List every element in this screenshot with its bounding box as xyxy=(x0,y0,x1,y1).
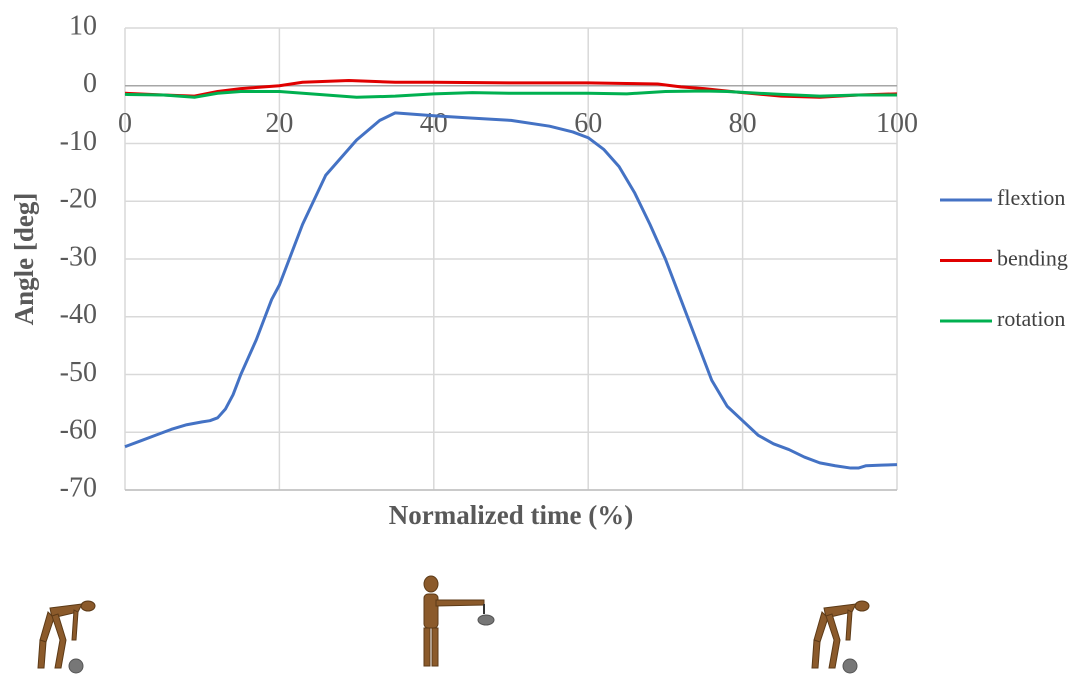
x-tick-label: 20 xyxy=(265,108,293,139)
legend-label: rotation xyxy=(997,306,1065,331)
y-axis-title: Angle [deg] xyxy=(9,193,39,326)
series-line xyxy=(124,89,897,99)
legend-label: bending xyxy=(997,246,1068,271)
x-axis-title: Normalized time (%) xyxy=(389,500,633,530)
y-tick-label: -60 xyxy=(60,415,97,446)
y-tick-label: -50 xyxy=(60,357,97,388)
series-line xyxy=(124,111,898,470)
x-tick-label: 40 xyxy=(420,108,448,139)
figure-crouch-left xyxy=(37,600,96,674)
figure-crouch-right xyxy=(811,600,870,674)
y-tick-label: -10 xyxy=(60,126,97,157)
y-tick-label: -30 xyxy=(60,241,97,272)
legend-label: flextion xyxy=(997,185,1065,210)
x-tick-label: 100 xyxy=(876,108,918,139)
y-tick-label: 10 xyxy=(69,10,97,41)
y-tick-label: 0 xyxy=(83,68,97,99)
y-tick-label: -70 xyxy=(60,472,97,503)
figure-standing-center xyxy=(423,575,495,667)
x-tick-label: 80 xyxy=(729,108,757,139)
y-tick-label: -40 xyxy=(60,299,97,330)
x-tick-label: 0 xyxy=(118,108,132,139)
y-tick-label: -20 xyxy=(60,184,97,215)
